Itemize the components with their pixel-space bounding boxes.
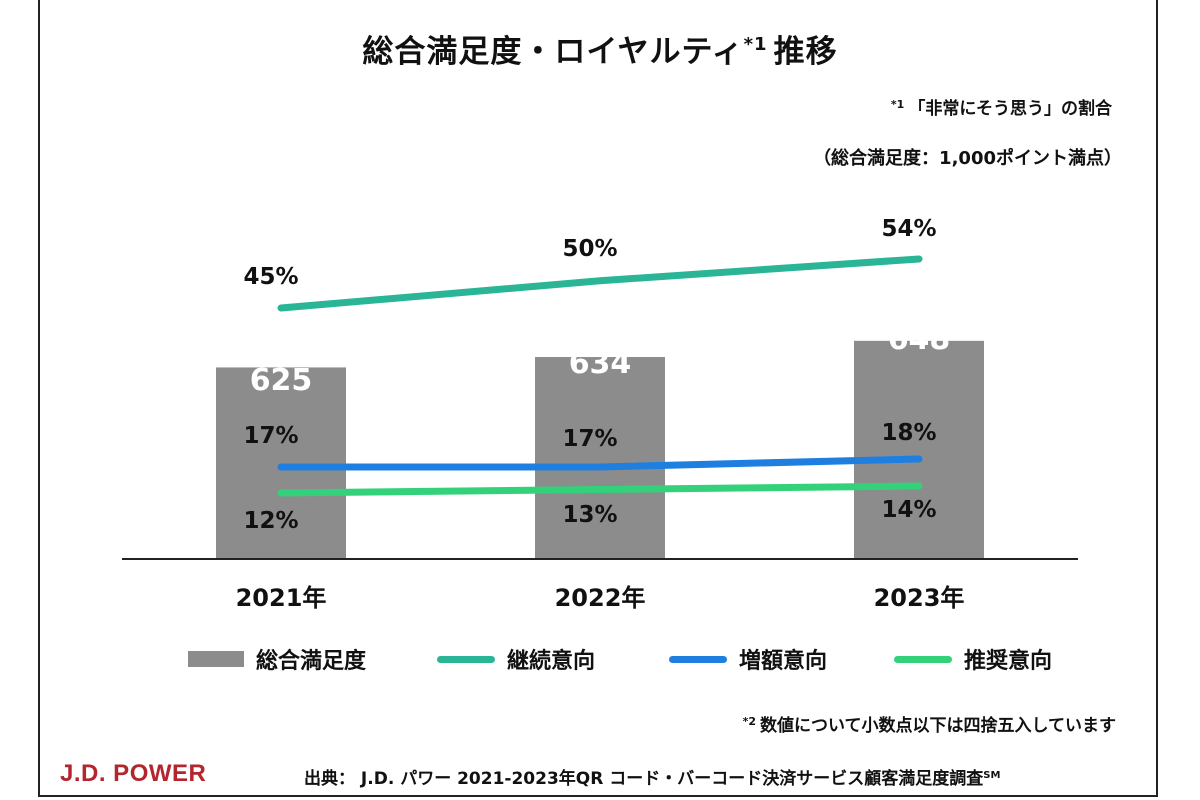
data-label-s2-2: 17% bbox=[562, 426, 617, 452]
data-label-s2-3: 18% bbox=[881, 420, 936, 446]
legend-item-recommend: 推奨意向 bbox=[894, 642, 1052, 676]
data-label-s3-1: 12% bbox=[243, 508, 298, 534]
footnote-1: *1 「非常にそう思う」の割合 bbox=[890, 98, 1112, 119]
legend-item-satisfaction: 総合満足度 bbox=[188, 642, 366, 676]
bar-1 bbox=[216, 367, 346, 558]
chart-title: 総合満足度・ロイヤルティ*1 推移 bbox=[362, 34, 838, 70]
legend-label-satisfaction: 総合満足度 bbox=[256, 649, 367, 674]
data-label-s2-1: 17% bbox=[243, 423, 298, 449]
data-label-s1-3: 54% bbox=[881, 216, 936, 242]
data-label-s3-3: 14% bbox=[881, 497, 936, 523]
series-line-3 bbox=[277, 482, 923, 497]
legend-label-spend: 増額意向 bbox=[739, 649, 828, 674]
legend-swatch-spend bbox=[669, 655, 727, 663]
legend-label-recommend: 推奨意向 bbox=[964, 649, 1053, 674]
bar-label-1: 625 bbox=[250, 363, 313, 398]
legend-swatch-continue bbox=[437, 655, 495, 663]
data-label-s1-1: 45% bbox=[243, 264, 298, 290]
x-tick-label-3: 2023年 bbox=[874, 584, 965, 612]
series-line-1 bbox=[277, 255, 923, 312]
jdpower-logo: J.D. POWER bbox=[60, 760, 207, 787]
data-label-s3-2: 13% bbox=[562, 502, 617, 528]
bar-label-2: 634 bbox=[569, 346, 632, 381]
legend-item-continue: 継続意向 bbox=[437, 642, 595, 676]
footnote-2: *2 数値について小数点以下は四捨五入しています bbox=[742, 715, 1116, 736]
legend-item-spend: 増額意向 bbox=[669, 642, 827, 676]
x-tick-label-2: 2022年 bbox=[555, 584, 646, 612]
bar-2 bbox=[535, 357, 665, 558]
legend-swatch-recommend bbox=[894, 655, 952, 663]
series-line-2 bbox=[277, 455, 923, 471]
chart-frame bbox=[38, 0, 1158, 797]
source-note: 出典： J.D. パワー 2021-2023年QR コード・バーコード決済サービ… bbox=[304, 769, 1001, 789]
x-tick-label-1: 2021年 bbox=[236, 584, 327, 612]
title-footnote-mark: *1 bbox=[743, 34, 768, 55]
bar-label-3: 648 bbox=[888, 322, 951, 357]
legend-label-continue: 継続意向 bbox=[507, 649, 596, 674]
legend: 総合満足度 継続意向 増額意向 推奨意向 bbox=[0, 642, 1200, 676]
scale-note: （総合満足度：1,000ポイント満点） bbox=[813, 148, 1122, 169]
legend-swatch-satisfaction bbox=[188, 651, 244, 667]
data-label-s1-2: 50% bbox=[562, 236, 617, 262]
bar-3 bbox=[854, 340, 984, 558]
